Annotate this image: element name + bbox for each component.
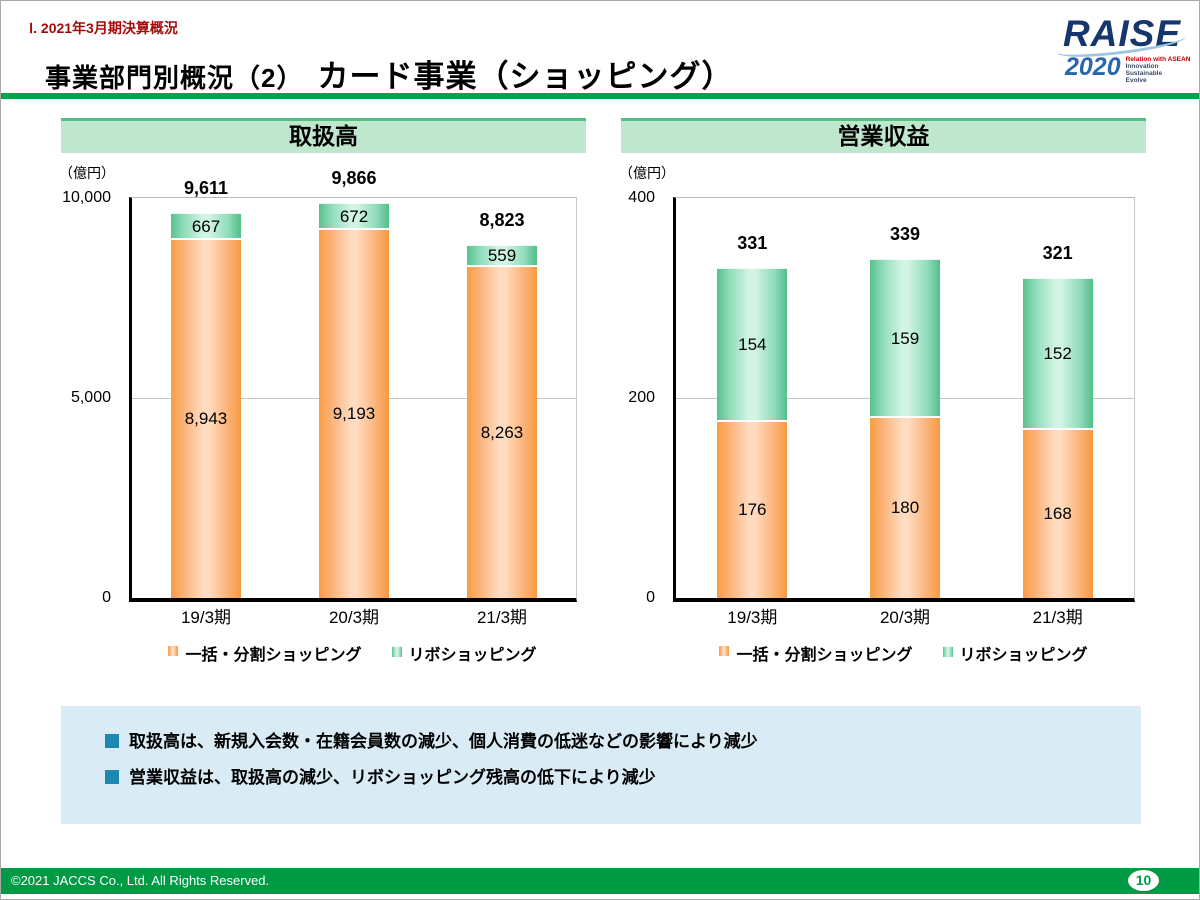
bar-value-label: 152 [1043,344,1072,363]
legend-label: 一括・分割ショッピング [736,647,913,664]
logo-wordmark: RAISE [1062,13,1182,54]
note-text: 取扱高は、新規入会数・在籍会員数の減少、個人消費の低迷などの影響により減少 [129,732,758,751]
bullet-square-icon [105,734,119,748]
bar-segment-green-19/3期 [717,268,788,422]
legend-swatch-orange [168,646,179,656]
bar-value-label: 168 [1043,504,1072,523]
bar-segment-green-21/3期 [467,245,537,267]
copyright-text: ©2021 JACCS Co., Ltd. All Rights Reserve… [11,873,270,888]
y-tick-label: 0 [102,589,111,606]
x-category-label: 19/3期 [727,608,778,627]
note-text: 営業収益は、取扱高の減少、リボショッピング残高の低下により減少 [129,768,656,787]
x-category-label: 21/3期 [476,608,528,627]
legend-volume: 一括・分割ショッピング リボショッピング [129,641,576,665]
bar-total-label: 339 [889,224,921,244]
note-row: 取扱高は、新規入会数・在籍会員数の減少、個人消費の低迷などの影響により減少 [105,730,1141,753]
chart-title-volume: 取扱高 [61,118,586,153]
y-tick-label: 400 [628,189,655,206]
bar-total-label: 8,823 [479,210,525,230]
x-category-label: 19/3期 [180,608,232,627]
legend-label: リボショッピング [408,647,537,664]
logo-tagline: Innovation [1125,63,1159,70]
section-label: Ⅰ. 2021年3月期決算概況 [29,20,178,36]
y-tick-label: 10,000 [62,189,111,206]
legend-label: 一括・分割ショッピング [185,647,362,664]
bar-segment-green-19/3期 [171,213,241,240]
bar-segment-orange-20/3期 [870,418,940,598]
note-row: 営業収益は、取扱高の減少、リボショッピング残高の低下により減少 [105,766,1141,789]
bar-value-label: 180 [890,498,920,517]
bar-value-label: 159 [890,328,920,348]
legend-revenue: 一括・分割ショッピング リボショッピング [673,641,1134,665]
bar-value-label: 9,193 [332,404,376,423]
legend-swatch-green [942,646,953,659]
x-category-label: 21/3期 [1032,608,1083,627]
title-underline-rule [1,93,1199,99]
bar-segment-green-20/3期 [870,259,940,418]
bar-value-label: 559 [487,246,517,265]
x-category-label: 20/3期 [879,608,931,627]
bar-value-label: 8,263 [480,422,524,442]
legend-item: 一括・分割ショッピング [168,641,362,665]
bar-value-label: 672 [339,206,369,226]
logo-taglines: Relation with ASEAN Innovation Sustainab… [1126,56,1191,84]
page-title-main: 事業部門別概況（2） [45,63,304,93]
axis-unit-label: （億円） [59,165,115,181]
bar-segment-orange-19/3期 [717,422,788,598]
commentary-box: 取扱高は、新規入会数・在籍会員数の減少、個人消費の低迷などの影響により減少 営業… [61,706,1141,824]
bar-segment-green-21/3期 [1022,278,1093,430]
bar-segment-orange-21/3期 [1022,430,1093,598]
bar-total-label: 331 [737,233,768,253]
bar-segment-orange-19/3期 [171,240,241,598]
legend-label: リボショッピング [959,647,1088,664]
bar-value-label: 667 [191,216,221,236]
y-tick-label: 0 [646,589,655,606]
plot-area-revenue: 176 154 331 19/3期 180 159 339 20/3期 168 152 321 21/… [673,197,1135,627]
bar-value-label: 8,943 [184,409,228,428]
legend-item: リボショッピング [391,641,537,665]
page-title: 事業部門別概況（2） カード事業（ショッピング） [45,51,733,96]
page-title-sub: カード事業（ショッピング） [317,59,734,94]
bar-total-label: 321 [1042,243,1073,263]
page-number-badge: 10 [1128,870,1159,891]
bar-segment-orange-21/3期 [467,267,537,598]
legend-item: リボショッピング [942,641,1088,665]
bar-value-label: 176 [738,500,767,519]
logo-tagline: Evolve [1125,77,1147,84]
legend-swatch-green [391,646,402,659]
bar-total-label: 9,611 [183,178,229,198]
bar-segment-orange-20/3期 [319,230,389,598]
legend-swatch-orange [719,646,730,656]
bullet-square-icon [105,770,119,784]
legend-item: 一括・分割ショッピング [719,641,913,665]
plot-area-volume: 8,943 667 9,611 19/3期 9,193 672 9,866 20/3期 8,26… [129,168,577,627]
footer-bar: ©2021 JACCS Co., Ltd. All Rights Reserve… [1,868,1199,894]
y-tick-label: 5,000 [70,389,111,406]
raise-2020-logo: RAISE 2020 Relation with ASEAN Innovatio… [1055,13,1190,89]
x-category-label: 20/3期 [328,608,380,627]
logo-tagline: Sustainable [1125,70,1163,77]
bar-segment-green-20/3期 [319,203,389,230]
axis-unit-label: （億円） [619,165,675,181]
bar-total-label: 9,866 [331,168,377,188]
logo-year: 2020 [1065,53,1121,81]
chart-title-revenue: 営業収益 [621,118,1146,153]
bar-value-label: 154 [738,335,767,354]
logo-tagline: Relation with ASEAN [1125,56,1191,63]
y-tick-label: 200 [628,389,655,406]
